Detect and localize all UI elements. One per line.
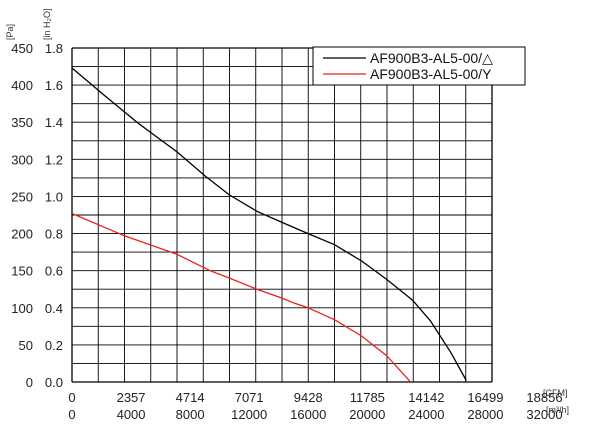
x-bottom-tick-label: 12000 <box>231 407 267 422</box>
series-line-2 <box>71 212 412 383</box>
x-top-tick-label: 11785 <box>350 390 385 405</box>
x-top-tick-label: 16499 <box>467 390 503 405</box>
x-top-tick-label: 2357 <box>117 390 146 405</box>
y-right-unit: [in H₂O] <box>42 9 52 41</box>
y-right-tick-label: 0.2 <box>45 338 63 353</box>
y-right-tick-label: 1.4 <box>45 115 63 130</box>
legend: AF900B3-AL5-00/△ AF900B3-AL5-00/Y <box>312 46 526 86</box>
y-right-tick-label: 0.6 <box>45 264 63 279</box>
y-left-tick-label: 100 <box>11 301 33 316</box>
y-left-tick-label: 450 <box>11 41 33 56</box>
legend-box <box>312 46 526 86</box>
axis-ticks: 0 50 100 150 200 250 300 350 400 450 0.0 0.2 0.4 0.6 0… <box>11 41 562 422</box>
x-bottom-tick-label: 0 <box>68 407 75 422</box>
y-left-tick-label: 400 <box>11 78 33 93</box>
x-top-tick-label: 14142 <box>408 390 444 405</box>
y-left-tick-label: 350 <box>11 115 33 130</box>
x-bottom-tick-label: 28000 <box>467 407 503 422</box>
y-right-tick-label: 1.0 <box>45 189 63 204</box>
x-bottom-tick-label: 32000 <box>526 407 562 422</box>
x-bottom-tick-label: 16000 <box>290 407 326 422</box>
y-left-tick-label: 0 <box>26 375 33 390</box>
x-bottom-tick-label: 8000 <box>176 407 205 422</box>
y-right-tick-label: 1.2 <box>45 152 63 167</box>
x-bottom-tick-label: 20000 <box>349 407 385 422</box>
x-bottom-tick-label: 24000 <box>408 407 444 422</box>
y-right-tick-label: 0.0 <box>45 375 63 390</box>
x-top-tick-label: 18856 <box>526 390 562 405</box>
y-left-unit: [Pa] <box>5 24 15 40</box>
x-top-tick-label: 4714 <box>176 390 205 405</box>
legend-label-series-2: AF900B3-AL5-00/Y <box>370 66 492 82</box>
x-top-tick-label: 9428 <box>294 390 323 405</box>
y-left-tick-label: 300 <box>11 152 33 167</box>
grid <box>71 47 493 383</box>
y-left-tick-label: 50 <box>19 338 33 353</box>
x-top-tick-label: 7071 <box>235 390 264 405</box>
x-bottom-unit: [m³/h] <box>546 405 569 415</box>
series-line-1 <box>71 67 467 381</box>
y-left-tick-label: 150 <box>11 264 33 279</box>
legend-label-series-1: AF900B3-AL5-00/△ <box>370 50 493 66</box>
x-top-tick-label: 0 <box>68 390 75 405</box>
y-right-tick-label: 0.4 <box>45 301 63 316</box>
y-right-tick-label: 1.8 <box>45 41 63 56</box>
series-lines <box>71 67 467 383</box>
x-top-unit: [CFM] <box>543 388 568 398</box>
y-left-tick-label: 250 <box>11 189 33 204</box>
y-left-tick-label: 200 <box>11 227 33 242</box>
x-bottom-tick-label: 4000 <box>117 407 146 422</box>
y-right-tick-label: 1.6 <box>45 78 63 93</box>
y-right-tick-label: 0.8 <box>45 227 63 242</box>
